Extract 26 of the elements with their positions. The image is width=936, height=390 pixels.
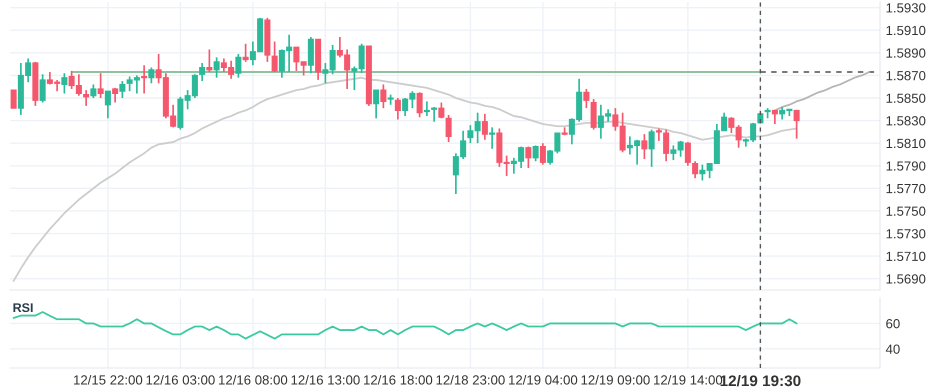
x-tick-label: 12/19 19:30 [720, 374, 801, 386]
y-tick-label: 1.5890 [886, 48, 926, 58]
x-tick-label: 12/19 09:00 [582, 374, 650, 385]
y-tick-label: 40 [886, 344, 900, 354]
x-tick-label: 12/19 14:00 [654, 374, 722, 385]
y-tick-label: 1.5710 [886, 252, 926, 262]
y-tick-label: 1.5690 [886, 274, 926, 284]
x-tick-label: 12/16 08:00 [219, 374, 288, 385]
y-tick-label: 60 [886, 319, 900, 328]
x-tick-label: 12/16 03:00 [146, 374, 215, 385]
chart-title: RSI [13, 303, 33, 312]
y-tick-label: 1.5770 [886, 184, 926, 194]
x-tick-label: 12/18 23:00 [436, 374, 505, 385]
y-tick-label: 1.5810 [886, 138, 926, 148]
x-tick-label: 12/16 18:00 [364, 374, 432, 385]
y-tick-label: 1.5730 [886, 229, 926, 238]
y-tick-label: 1.5790 [886, 161, 926, 171]
y-tick-label: 1.5910 [886, 26, 926, 36]
x-tick-label: 12/15 22:00 [74, 374, 142, 385]
y-tick-label: 1.5750 [886, 206, 926, 216]
y-tick-label: 1.5850 [886, 94, 926, 103]
x-tick-label: 12/19 04:00 [509, 374, 578, 385]
y-tick-label: 1.5830 [886, 116, 926, 126]
x-tick-label: 12/16 13:00 [292, 374, 360, 385]
y-tick-label: 1.5870 [886, 70, 926, 80]
y-tick-label: 1.5930 [886, 3, 926, 13]
